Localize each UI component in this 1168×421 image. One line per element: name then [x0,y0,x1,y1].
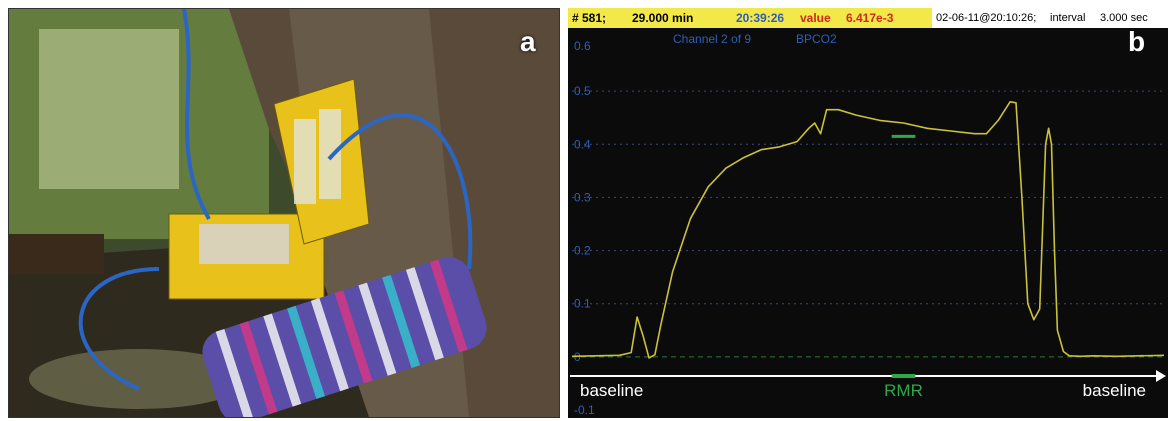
status-highlight [568,8,932,28]
record-number: # 581; [572,11,607,25]
co2-trace-line [571,101,1165,359]
y-tick-label: 0.5 [574,84,591,98]
status-bar: # 581; 29.000 min 20:39:26 value 6.417e-… [568,8,1168,28]
y-tick-label: -0.1 [574,403,595,417]
field-photo-drawing [9,9,559,417]
timeline-arrowhead [1156,370,1166,382]
y-tick-label: 0.1 [574,297,591,311]
interval-label: interval [1050,12,1086,24]
interval-value: 3.000 sec [1100,12,1148,24]
y-tick-label: 0.3 [574,190,591,204]
value-label: value [800,11,831,25]
co2-chart: Channel 2 of 9 BPCO2 0.60.50.40.30.20.10… [570,32,1166,417]
value-readout: 6.417e-3 [846,11,894,25]
co2-trace-panel: # 581; 29.000 min 20:39:26 value 6.417e-… [568,8,1168,418]
baseline-left-label: baseline [580,381,643,400]
clock-time: 20:39:26 [736,11,785,25]
y-tick-label: 0.6 [574,39,591,53]
y-tick-label: 0.4 [574,137,591,151]
elapsed-time: 29.000 min [632,11,694,25]
start-timestamp: 02-06-11@20:10:26; [936,12,1037,24]
panel-b-label: b [1128,26,1146,57]
panel-a-label: a [520,26,536,57]
channel-label: Channel 2 of 9 [673,32,751,46]
field-photo [8,8,560,418]
rmr-label: RMR [884,381,923,400]
baseline-right-label: baseline [1083,381,1146,400]
y-tick-label: 0.2 [574,244,591,258]
channel-name: BPCO2 [796,32,837,46]
